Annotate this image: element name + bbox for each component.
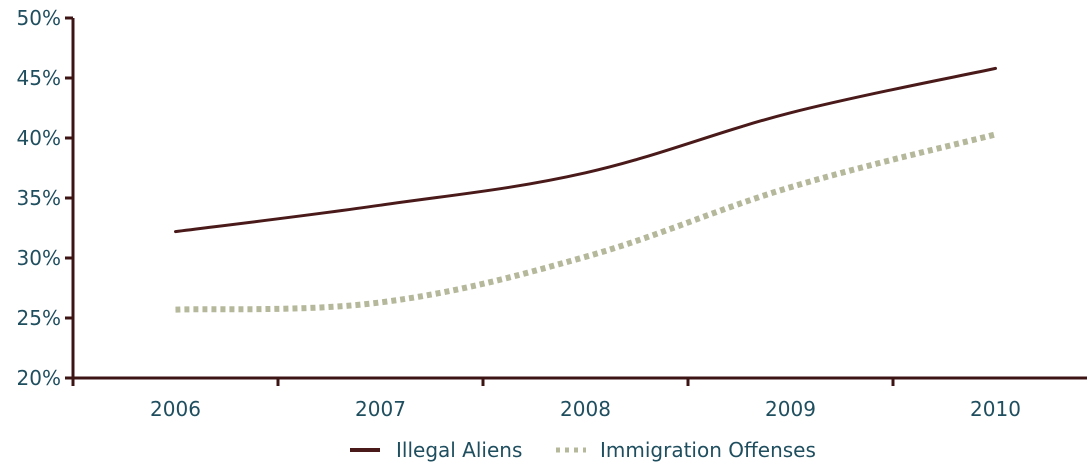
- series-lines: [174, 66, 997, 313]
- y-tick-label: 35%: [17, 186, 61, 210]
- x-tick-label: 2009: [765, 397, 816, 421]
- series-line-illegal-aliens: [174, 66, 997, 234]
- x-axis: 2006 2007 2008 2009 2010: [71, 376, 1087, 421]
- series-line-immigration-offenses: [175, 131, 997, 313]
- legend: Illegal Aliens Immigration Offenses: [350, 438, 816, 462]
- y-tick-label: 45%: [17, 66, 61, 90]
- x-tick-label: 2006: [150, 397, 201, 421]
- legend-label-illegal-aliens: Illegal Aliens: [396, 438, 522, 462]
- y-tick-label: 40%: [17, 126, 61, 150]
- x-tick-label: 2007: [355, 397, 406, 421]
- legend-label-immigration-offenses: Immigration Offenses: [600, 438, 816, 462]
- y-axis: 20% 25% 30% 35% 40% 45% 50%: [17, 6, 75, 390]
- y-tick-label: 20%: [17, 366, 61, 390]
- y-tick-label: 25%: [17, 306, 61, 330]
- y-tick-label: 30%: [17, 246, 61, 270]
- x-tick-label: 2008: [560, 397, 611, 421]
- y-tick-label: 50%: [17, 6, 61, 30]
- x-tick-label: 2010: [970, 397, 1021, 421]
